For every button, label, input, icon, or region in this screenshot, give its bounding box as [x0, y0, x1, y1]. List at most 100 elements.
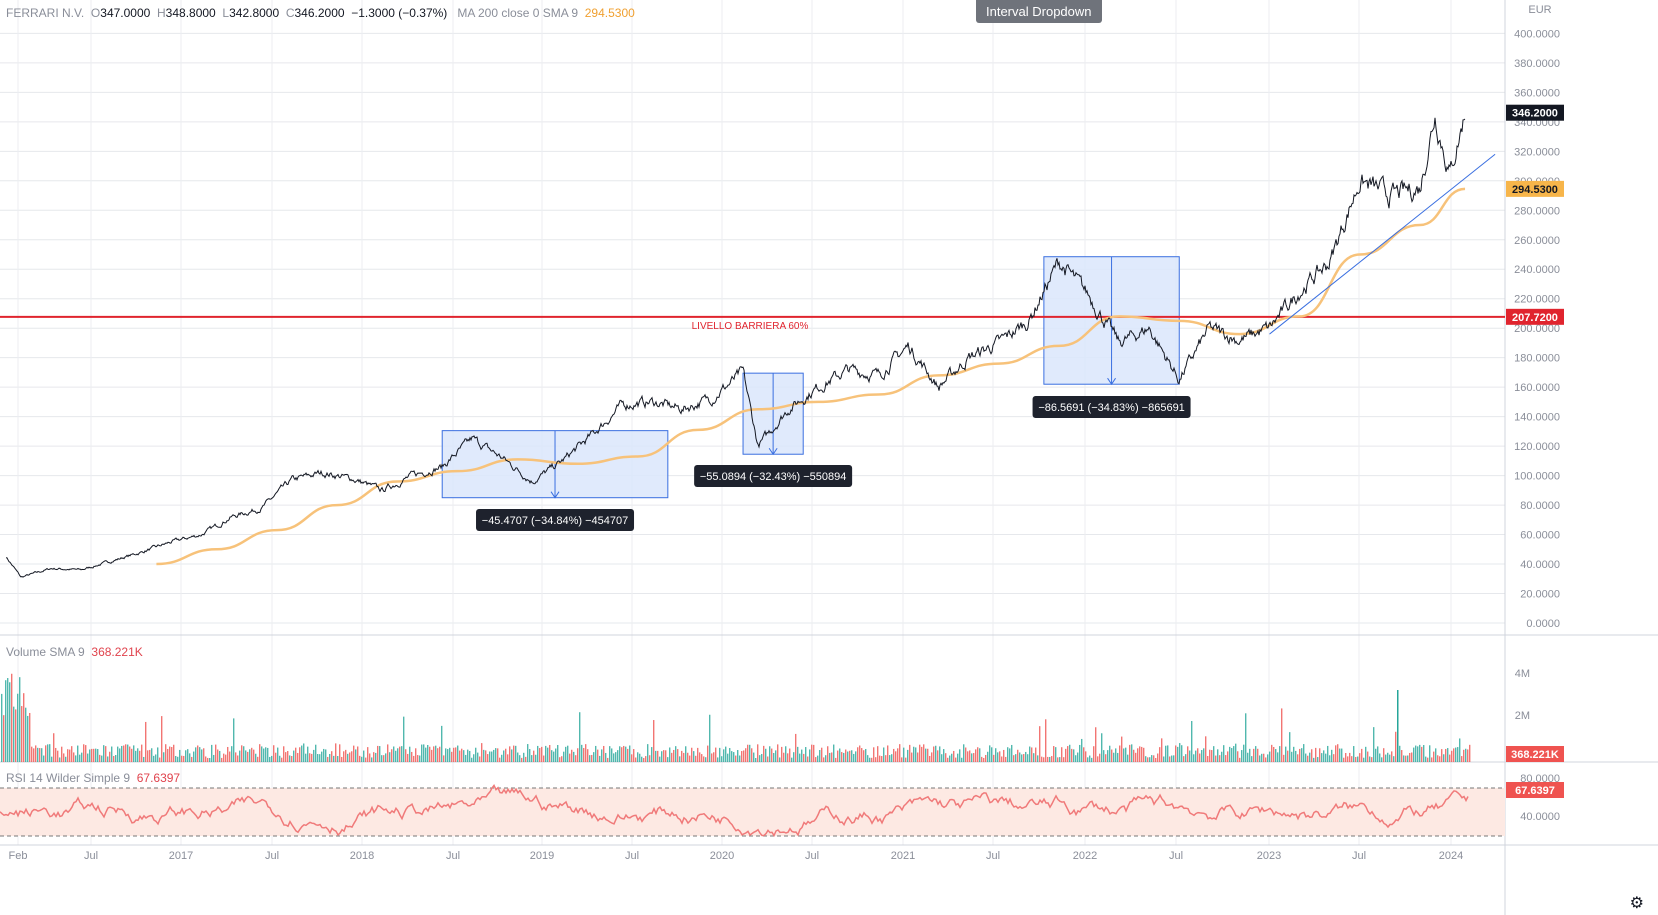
volume-bar: [69, 749, 71, 762]
volume-bar: [287, 751, 289, 762]
volume-bar: [449, 747, 451, 762]
volume-bar: [1235, 743, 1237, 762]
volume-bar: [969, 750, 971, 762]
volume-bar: [1173, 755, 1175, 762]
volume-bar: [763, 745, 765, 762]
volume-bar: [1409, 752, 1411, 762]
volume-bar: [1203, 748, 1205, 762]
volume-bar: [395, 750, 397, 762]
volume-bar: [1291, 751, 1293, 762]
volume-bar: [635, 757, 637, 762]
volume-bar: [1401, 750, 1403, 762]
measurement-boxes[interactable]: [441, 256, 1180, 499]
volume-bar: [1353, 746, 1355, 762]
volume-bar: [91, 748, 93, 762]
volume-bar: [299, 747, 301, 762]
gear-icon[interactable]: ⚙: [1629, 895, 1644, 912]
volume-bar: [1237, 751, 1239, 762]
volume-bar: [747, 744, 749, 762]
volume-bar: [493, 749, 495, 762]
volume-bar: [549, 744, 551, 762]
volume-bar: [149, 749, 151, 762]
volume-bar: [771, 748, 773, 762]
volume-bar: [823, 757, 825, 762]
volume-bar: [923, 744, 925, 762]
volume-bar: [863, 750, 865, 762]
time-tick-label: Jul: [265, 850, 279, 862]
volume-bar: [667, 757, 669, 762]
volume-bar: [415, 748, 417, 762]
volume-bar: [199, 747, 201, 762]
volume-bar: [109, 751, 111, 762]
volume-bar: [63, 753, 65, 762]
price-legend: FERRARI N.V. O347.0000 H348.8000 L342.80…: [6, 6, 635, 20]
volume-bar: [117, 746, 119, 762]
volume-bar: [185, 750, 187, 762]
volume-bar: [275, 752, 277, 762]
volume-bar: [919, 744, 921, 762]
volume-bar: [571, 749, 573, 762]
volume-bar: [1137, 748, 1139, 762]
volume-bar: [1063, 757, 1065, 762]
volume-bar: [1191, 721, 1193, 762]
volume-bar: [1451, 750, 1453, 762]
volume-bar: [251, 747, 253, 762]
time-tick-label: 2019: [530, 850, 554, 862]
volume-bar: [347, 753, 349, 762]
volume-bar: [1155, 757, 1157, 762]
volume-tick-label: 4M: [1515, 668, 1530, 680]
volume-bar: [129, 746, 131, 762]
volume-bar: [563, 751, 565, 762]
volume-bar: [613, 753, 615, 762]
volume-bar: [561, 756, 563, 762]
measurement-callout-bg-2: [694, 465, 853, 487]
volume-bar: [75, 755, 77, 762]
volume-bar: [489, 751, 491, 762]
volume-bar: [1461, 756, 1463, 762]
axes[interactable]: EUR400.0000380.0000360.0000340.0000320.0…: [9, 4, 1564, 862]
volume-bar: [767, 756, 769, 762]
volume-bar: [133, 745, 135, 762]
volume-bar: [367, 747, 369, 762]
volume-bar: [551, 750, 553, 762]
volume-bar: [835, 757, 837, 762]
volume-bar: [1435, 748, 1437, 762]
volume-bar: [929, 755, 931, 762]
volume-bar: [997, 752, 999, 762]
volume-bar: [1165, 745, 1167, 762]
volume-bar: [65, 756, 67, 762]
currency-label[interactable]: EUR: [1528, 4, 1551, 16]
volume-bar: [1159, 747, 1161, 762]
trend-line-group[interactable]: [1269, 153, 1496, 335]
volume-bar: [261, 746, 263, 762]
volume-bar: [609, 746, 611, 762]
volume-bar: [1103, 750, 1105, 762]
volume-bar: [847, 751, 849, 762]
trend-line[interactable]: [1269, 153, 1496, 335]
volume-bar: [183, 755, 185, 762]
volume-bar: [359, 755, 361, 762]
volume-bar: [319, 754, 321, 762]
volume-bar: [1223, 745, 1225, 762]
volume-bar: [219, 750, 221, 762]
volume-bar: [1089, 755, 1091, 762]
volume-bar: [653, 720, 655, 762]
interval-dropdown-button[interactable]: Interval Dropdown: [976, 0, 1102, 23]
volume-bar: [655, 750, 657, 762]
volume-bar: [1239, 757, 1241, 762]
volume-bar: [1255, 746, 1257, 762]
volume-bar: [465, 754, 467, 762]
barrier-line-group[interactable]: LIVELLO BARRIERA 60%: [0, 315, 1505, 332]
volume-bar: [1445, 748, 1447, 762]
volume-bar: [229, 751, 231, 762]
price-tick-label: 140.0000: [1514, 412, 1560, 424]
volume-bar: [895, 751, 897, 762]
volume-bar: [731, 751, 733, 762]
volume-bar: [833, 744, 835, 762]
volume-bar: [821, 747, 823, 762]
volume-bar: [1045, 719, 1047, 762]
volume-bar: [1221, 751, 1223, 762]
volume-bar: [1053, 746, 1055, 762]
volume-bar: [317, 754, 319, 762]
